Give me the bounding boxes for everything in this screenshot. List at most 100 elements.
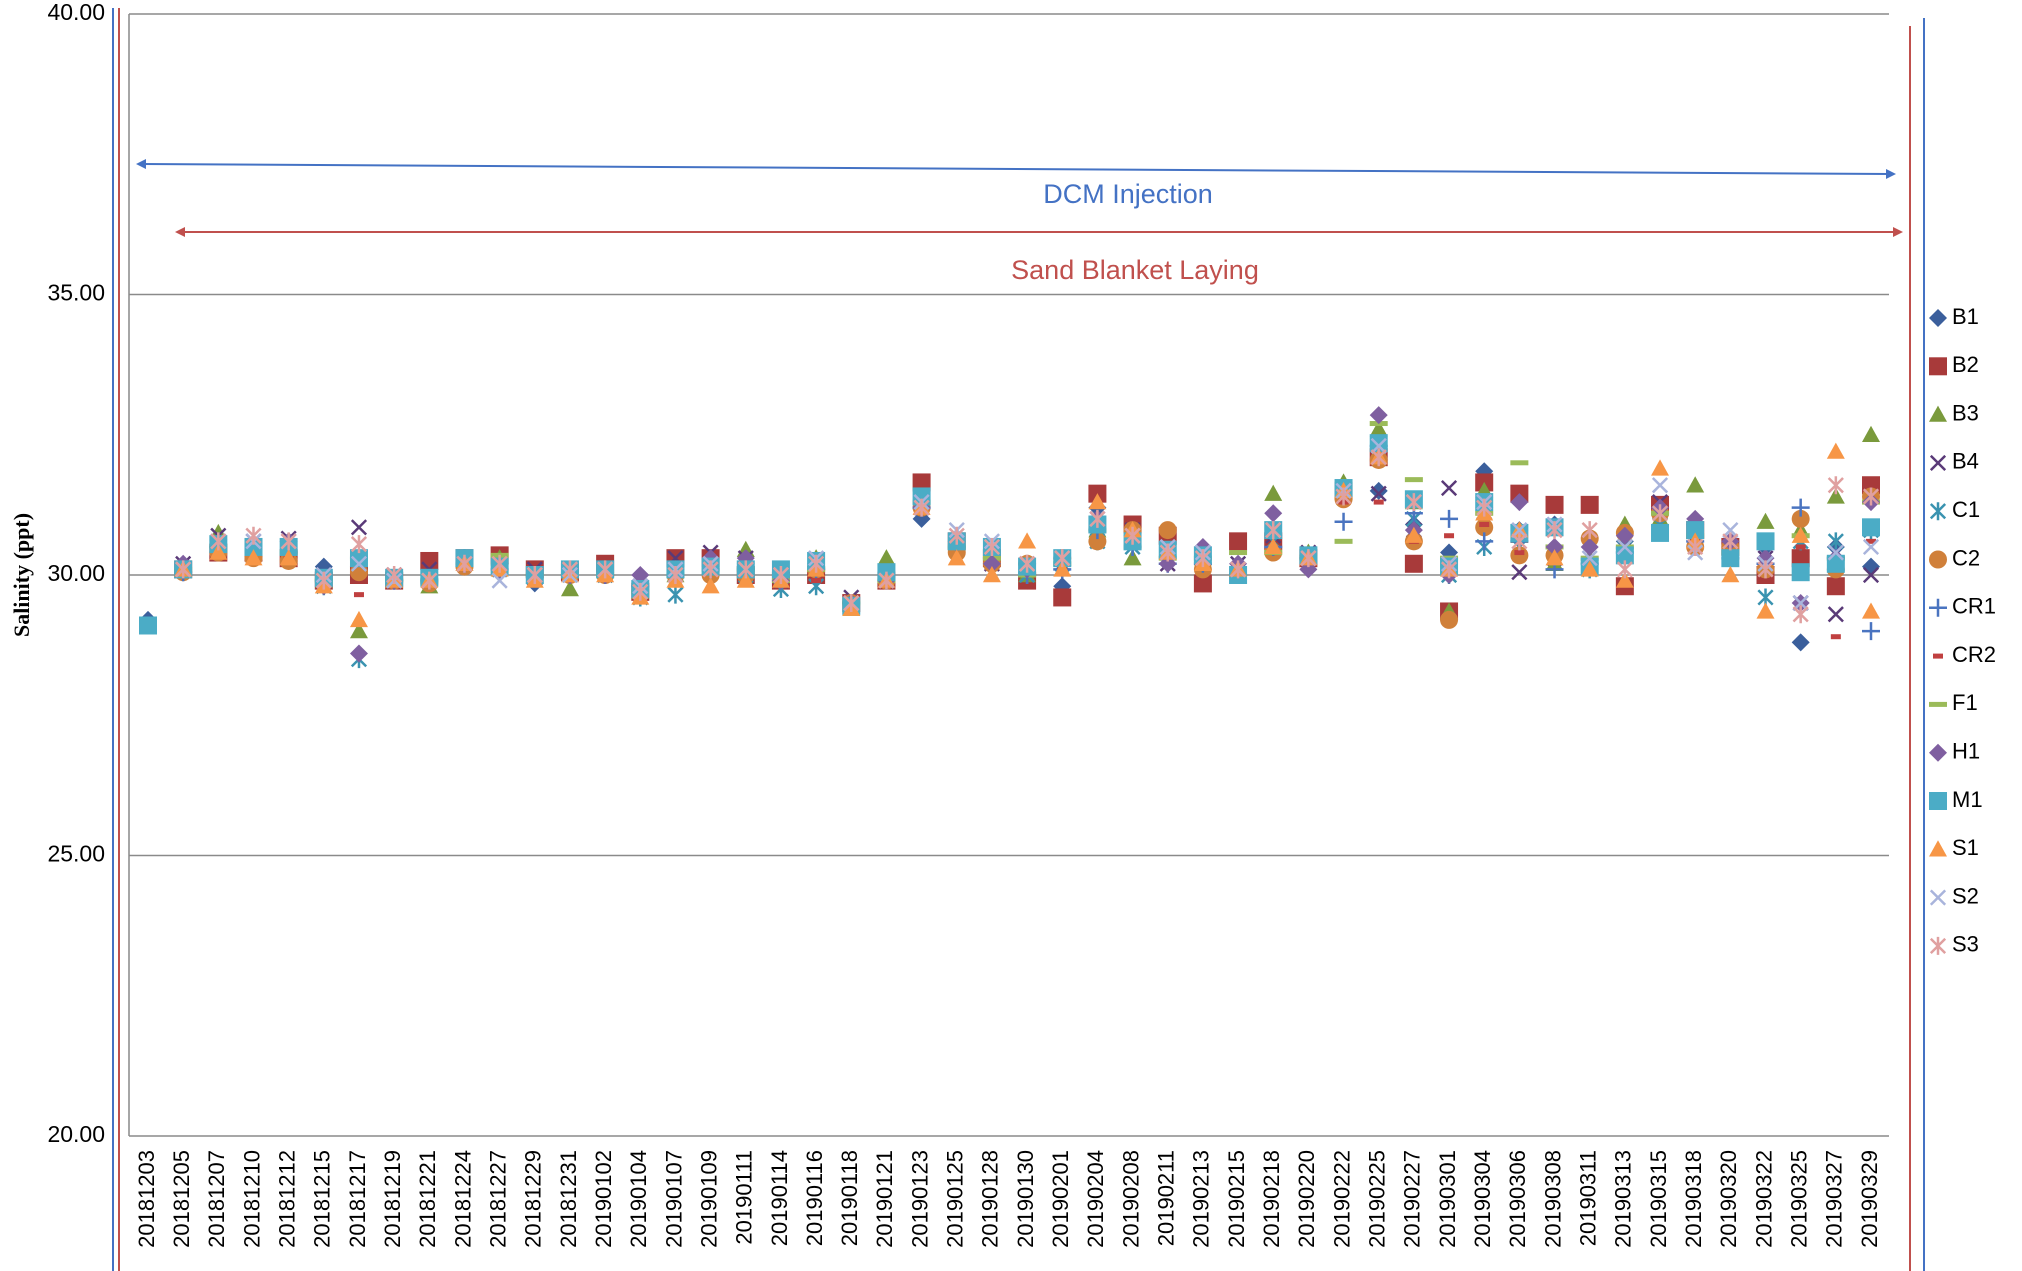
point xyxy=(1229,560,1247,579)
point xyxy=(279,549,298,566)
point xyxy=(1088,493,1107,510)
x-tick-label: 20181231 xyxy=(556,1150,581,1248)
point xyxy=(1580,560,1599,577)
point xyxy=(1862,538,1880,556)
point xyxy=(667,566,684,584)
x-tick-label: 20190227 xyxy=(1400,1150,1425,1248)
point xyxy=(353,592,364,598)
x-tick-label: 20181215 xyxy=(310,1150,335,1248)
x-tick-label: 20181224 xyxy=(450,1150,475,1248)
point xyxy=(1862,622,1880,641)
point xyxy=(1370,448,1387,467)
point xyxy=(1757,560,1774,579)
point xyxy=(632,582,649,601)
point xyxy=(1791,526,1810,543)
point xyxy=(1827,606,1844,623)
x-tick-label: 20181212 xyxy=(274,1150,299,1248)
legend-label: B2 xyxy=(1952,352,1979,377)
point xyxy=(1866,538,1876,544)
point xyxy=(1264,484,1283,501)
legend-label: B4 xyxy=(1952,449,1979,474)
x-tick-label: 20190213 xyxy=(1189,1150,1214,1248)
point xyxy=(1334,538,1353,544)
x-tick-label: 20190308 xyxy=(1540,1150,1565,1248)
point xyxy=(1158,521,1177,540)
x-tick-label: 20181207 xyxy=(204,1150,229,1248)
point xyxy=(878,571,895,590)
point xyxy=(1721,549,1740,568)
point xyxy=(1826,442,1845,459)
x-tick-label: 20190109 xyxy=(696,1150,721,1248)
x-tick-label: 20181221 xyxy=(415,1150,440,1248)
legend-marker xyxy=(1929,357,1947,376)
point xyxy=(737,560,754,579)
point xyxy=(1686,521,1705,540)
x-tick-label: 20190114 xyxy=(767,1150,792,1246)
point xyxy=(1054,549,1071,568)
point xyxy=(1229,532,1248,551)
point xyxy=(1334,512,1353,531)
point xyxy=(1053,560,1072,577)
point xyxy=(1369,406,1388,425)
point xyxy=(983,537,1001,556)
x-tick-label: 20190322 xyxy=(1751,1150,1776,1248)
y-tick-label: 30.00 xyxy=(47,560,105,586)
point xyxy=(1791,549,1810,568)
point xyxy=(245,526,262,545)
point xyxy=(1722,532,1739,551)
legend-label: B3 xyxy=(1952,400,1979,425)
legend-marker xyxy=(1929,598,1947,617)
point xyxy=(913,498,930,517)
point xyxy=(1545,537,1564,556)
point xyxy=(1827,476,1844,495)
x-tick-label: 20190116 xyxy=(802,1150,827,1246)
x-tick-label: 20190301 xyxy=(1435,1150,1460,1248)
y-tick-label: 20.00 xyxy=(47,1121,105,1147)
legend-label: C1 xyxy=(1952,497,1980,522)
x-tick-label: 20190121 xyxy=(872,1150,897,1248)
point xyxy=(1615,571,1634,588)
x-tick-label: 20190327 xyxy=(1822,1150,1847,1248)
point xyxy=(912,487,931,506)
point xyxy=(1580,495,1599,514)
point xyxy=(1615,526,1634,545)
point xyxy=(1440,560,1458,579)
x-tick-label: 20181219 xyxy=(380,1150,405,1248)
x-tick-label: 20190306 xyxy=(1505,1150,1530,1248)
point xyxy=(948,526,965,545)
point xyxy=(1404,526,1423,543)
point xyxy=(420,551,439,570)
point xyxy=(491,572,508,589)
point xyxy=(667,585,684,604)
point xyxy=(1479,522,1490,528)
point xyxy=(561,560,579,579)
x-tick-label: 20190222 xyxy=(1329,1150,1354,1248)
x-tick-label: 20190201 xyxy=(1048,1150,1073,1248)
x-tick-label: 20190204 xyxy=(1083,1150,1108,1248)
point xyxy=(1510,460,1529,466)
point xyxy=(912,473,931,492)
x-tick-label: 20190304 xyxy=(1470,1150,1495,1248)
point xyxy=(350,519,368,536)
point xyxy=(1792,605,1809,624)
legend-marker xyxy=(1929,309,1947,327)
point xyxy=(1651,504,1669,523)
x-tick-label: 20190225 xyxy=(1365,1150,1390,1248)
point xyxy=(560,580,579,597)
point xyxy=(1545,495,1564,514)
point xyxy=(1862,566,1880,584)
point xyxy=(1335,487,1352,506)
point xyxy=(209,543,228,560)
point xyxy=(1546,521,1563,540)
point xyxy=(1193,574,1212,593)
x-tick-label: 20190325 xyxy=(1786,1150,1811,1248)
y-tick-label: 25.00 xyxy=(47,841,105,867)
point xyxy=(947,549,966,566)
point xyxy=(1687,537,1704,556)
point xyxy=(1791,509,1810,528)
point xyxy=(1721,566,1740,583)
point xyxy=(1404,554,1423,573)
point xyxy=(1545,549,1564,566)
annotation: Sand Blanket Laying xyxy=(1011,255,1259,285)
legend-label: CR1 xyxy=(1952,594,1996,619)
